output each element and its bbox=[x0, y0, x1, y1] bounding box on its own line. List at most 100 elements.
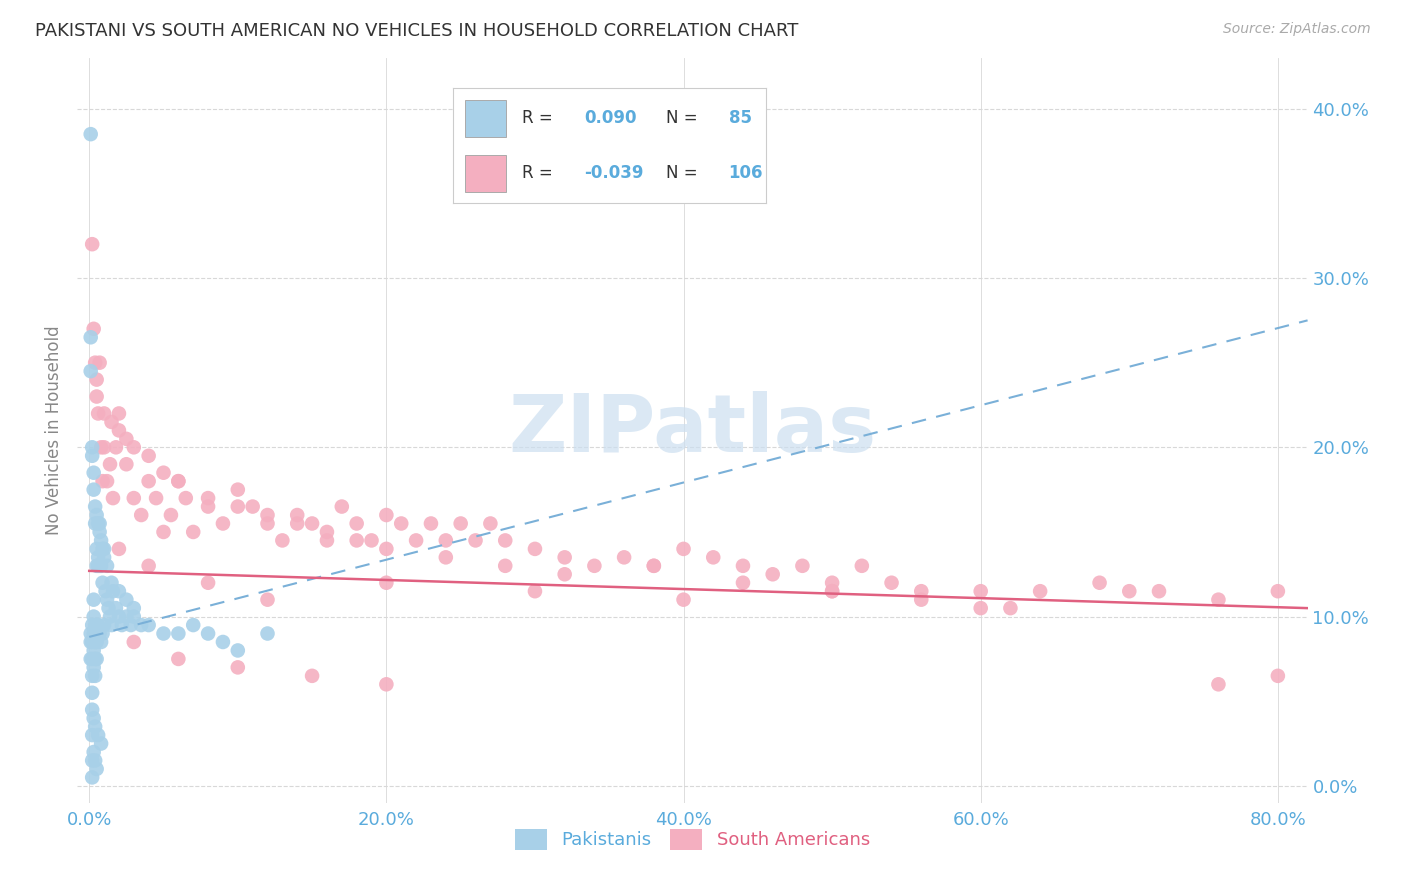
Point bbox=[83, 483, 105, 497]
Point bbox=[87, 728, 110, 742]
Point bbox=[98, 609, 121, 624]
Point bbox=[1267, 584, 1289, 599]
Point bbox=[122, 609, 145, 624]
Point bbox=[83, 466, 105, 480]
Point bbox=[84, 516, 107, 531]
Point bbox=[494, 558, 516, 573]
Point bbox=[122, 635, 145, 649]
Point bbox=[152, 466, 174, 480]
Point bbox=[80, 364, 103, 378]
Point bbox=[256, 516, 278, 531]
Point bbox=[89, 524, 111, 539]
Point bbox=[167, 474, 190, 488]
Point bbox=[90, 533, 112, 548]
Y-axis label: No Vehicles in Household: No Vehicles in Household bbox=[45, 326, 63, 535]
Point bbox=[375, 677, 398, 691]
Point bbox=[316, 533, 339, 548]
Point bbox=[821, 575, 844, 590]
Point bbox=[464, 533, 486, 548]
Point bbox=[242, 500, 264, 514]
Point bbox=[90, 635, 112, 649]
Point bbox=[82, 728, 104, 742]
Point bbox=[115, 592, 138, 607]
Point bbox=[1000, 601, 1022, 615]
Point bbox=[93, 550, 115, 565]
Point bbox=[554, 567, 576, 582]
Point bbox=[108, 584, 131, 599]
Point bbox=[82, 703, 104, 717]
Point bbox=[1118, 584, 1140, 599]
Point bbox=[89, 626, 111, 640]
Point bbox=[87, 516, 110, 531]
Point bbox=[84, 635, 107, 649]
Point bbox=[84, 500, 107, 514]
Point bbox=[1147, 584, 1170, 599]
Point bbox=[851, 558, 873, 573]
Point bbox=[91, 541, 114, 556]
Point bbox=[82, 754, 104, 768]
Point bbox=[910, 592, 932, 607]
Point bbox=[316, 524, 339, 539]
Point bbox=[197, 500, 219, 514]
Point bbox=[83, 643, 105, 657]
Point bbox=[80, 127, 103, 141]
Point bbox=[96, 474, 118, 488]
Point bbox=[330, 500, 353, 514]
Point bbox=[83, 609, 105, 624]
Point bbox=[197, 575, 219, 590]
Point bbox=[108, 407, 131, 421]
Point bbox=[100, 415, 122, 429]
Point bbox=[93, 440, 115, 454]
Point bbox=[375, 541, 398, 556]
Point bbox=[84, 669, 107, 683]
Point bbox=[93, 407, 115, 421]
Point bbox=[285, 508, 308, 522]
Point bbox=[226, 500, 249, 514]
Point bbox=[970, 601, 993, 615]
Point bbox=[1208, 677, 1230, 691]
Point bbox=[84, 356, 107, 370]
Point bbox=[138, 618, 160, 632]
Point bbox=[138, 558, 160, 573]
Point bbox=[212, 635, 235, 649]
Point bbox=[115, 432, 138, 446]
Point bbox=[94, 584, 117, 599]
Point bbox=[672, 541, 695, 556]
Point bbox=[1088, 575, 1111, 590]
Point bbox=[108, 541, 131, 556]
Point bbox=[160, 508, 183, 522]
Point bbox=[115, 609, 138, 624]
Point bbox=[138, 474, 160, 488]
Point bbox=[1208, 592, 1230, 607]
Point bbox=[494, 533, 516, 548]
Point bbox=[87, 550, 110, 565]
Point bbox=[672, 592, 695, 607]
Point bbox=[212, 516, 235, 531]
Point bbox=[115, 457, 138, 471]
Point bbox=[89, 516, 111, 531]
Point bbox=[84, 652, 107, 666]
Text: ZIPatlas: ZIPatlas bbox=[509, 392, 876, 469]
Point bbox=[420, 516, 443, 531]
Point bbox=[226, 660, 249, 674]
Point bbox=[152, 524, 174, 539]
Point bbox=[613, 550, 636, 565]
Point bbox=[181, 618, 204, 632]
Point bbox=[450, 516, 472, 531]
Point bbox=[122, 601, 145, 615]
Point bbox=[405, 533, 427, 548]
Point bbox=[82, 652, 104, 666]
Point bbox=[86, 541, 108, 556]
Legend: Pakistanis, South Americans: Pakistanis, South Americans bbox=[508, 822, 877, 857]
Point bbox=[80, 330, 103, 344]
Point bbox=[129, 618, 152, 632]
Point bbox=[301, 669, 323, 683]
Point bbox=[389, 516, 412, 531]
Point bbox=[523, 584, 546, 599]
Point bbox=[86, 508, 108, 522]
Point bbox=[86, 390, 108, 404]
Point bbox=[197, 491, 219, 505]
Point bbox=[762, 567, 785, 582]
Point bbox=[643, 558, 665, 573]
Point bbox=[479, 516, 502, 531]
